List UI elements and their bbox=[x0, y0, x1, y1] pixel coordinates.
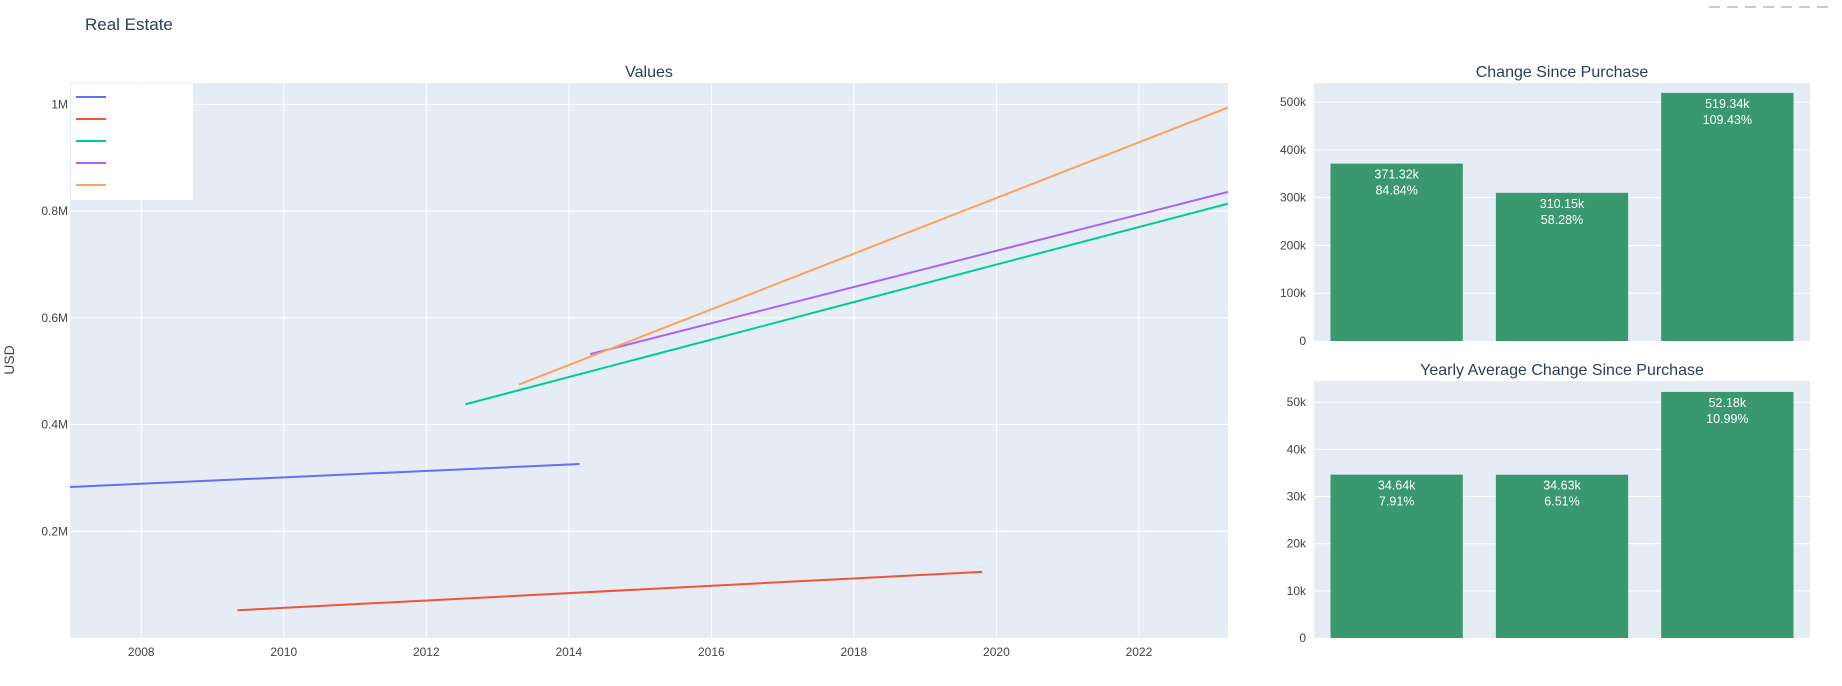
series-line bbox=[237, 570, 983, 612]
y-tick-label: 0 bbox=[1299, 631, 1306, 645]
y-tick-label: 400k bbox=[1280, 143, 1307, 157]
y-tick-label: 1M bbox=[51, 97, 68, 111]
bar-data-label: 371.32k bbox=[1374, 168, 1419, 182]
x-tick-label: 2012 bbox=[413, 645, 440, 659]
bar bbox=[1330, 474, 1463, 638]
bar-data-label: 310.15k bbox=[1540, 197, 1585, 211]
bar-data-label: 34.64k bbox=[1378, 479, 1416, 493]
autoscale-icon[interactable] bbox=[1817, 0, 1828, 8]
y-tick-label: 300k bbox=[1280, 191, 1307, 205]
y-tick-label: 0.4M bbox=[41, 418, 68, 432]
zoom-out-icon[interactable] bbox=[1799, 0, 1810, 8]
x-tick-label: 2020 bbox=[983, 645, 1010, 659]
y-tick-label: 40k bbox=[1287, 442, 1307, 456]
bar-data-label: 84.84% bbox=[1375, 184, 1417, 198]
bar-data-label: 10.99% bbox=[1706, 412, 1748, 426]
values-plot-area[interactable] bbox=[70, 83, 1228, 638]
camera-icon[interactable] bbox=[1709, 0, 1720, 8]
bar bbox=[1495, 192, 1629, 341]
x-tick-label: 2008 bbox=[128, 645, 155, 659]
change-chart-title: Change Since Purchase bbox=[1476, 64, 1649, 81]
y-tick-label: 10k bbox=[1287, 584, 1307, 598]
bar bbox=[1495, 474, 1629, 638]
change-since-purchase-chart: 0 100k 200k 300k 400k 500k 371.32k 84.84% 310.1… bbox=[1280, 64, 1810, 348]
x-tick-label: 2022 bbox=[1126, 645, 1153, 659]
legend[interactable] bbox=[71, 84, 193, 200]
y-tick-label: 0.2M bbox=[41, 524, 68, 538]
yearly-average-change-chart: 0 10k 20k 30k 40k 50k 34.64k 7.91% 34.63k 6.51% 5… bbox=[1287, 362, 1810, 645]
bar-data-label: 109.43% bbox=[1703, 113, 1752, 127]
bar bbox=[1661, 92, 1794, 342]
modebar[interactable] bbox=[1709, 0, 1828, 8]
y-tick-label: 0.8M bbox=[41, 204, 68, 218]
select-icon[interactable] bbox=[1763, 0, 1774, 8]
x-tick-label: 2016 bbox=[698, 645, 725, 659]
y-tick-label: 0 bbox=[1299, 334, 1306, 348]
zoom-in-icon[interactable] bbox=[1781, 0, 1792, 8]
series-line bbox=[518, 106, 1229, 386]
x-tick-label: 2014 bbox=[555, 645, 582, 659]
y-tick-label: 500k bbox=[1280, 95, 1307, 109]
y-tick-label: 20k bbox=[1287, 537, 1307, 551]
values-y-axis-label: USD bbox=[1, 345, 17, 375]
bar-data-label: 34.63k bbox=[1543, 479, 1581, 493]
y-tick-label: 50k bbox=[1287, 395, 1307, 409]
pan-icon[interactable] bbox=[1745, 0, 1756, 8]
values-line-chart: 2008 2010 2012 2014 2016 2018 2020 2022 0.2M 0.4… bbox=[1, 64, 1229, 659]
y-tick-label: 30k bbox=[1287, 490, 1307, 504]
bar-data-label: 7.91% bbox=[1379, 495, 1414, 509]
bar-data-label: 52.18k bbox=[1709, 396, 1747, 410]
y-tick-label: 200k bbox=[1280, 238, 1307, 252]
bar bbox=[1661, 391, 1794, 638]
series-line bbox=[465, 202, 1229, 406]
x-tick-label: 2010 bbox=[270, 645, 297, 659]
values-chart-title: Values bbox=[625, 64, 673, 81]
y-tick-label: 0.6M bbox=[41, 311, 68, 325]
yearly-change-chart-title: Yearly Average Change Since Purchase bbox=[1420, 362, 1704, 379]
series-line bbox=[589, 190, 1229, 356]
x-tick-label: 2018 bbox=[841, 645, 868, 659]
bar-data-label: 6.51% bbox=[1544, 495, 1579, 509]
bar-data-label: 58.28% bbox=[1541, 213, 1583, 227]
zoom-icon[interactable] bbox=[1727, 0, 1738, 8]
bar-data-label: 519.34k bbox=[1705, 97, 1750, 111]
page-title: Real Estate bbox=[85, 15, 173, 34]
series-line bbox=[69, 463, 580, 488]
bar bbox=[1330, 163, 1463, 341]
y-tick-label: 100k bbox=[1280, 286, 1307, 300]
